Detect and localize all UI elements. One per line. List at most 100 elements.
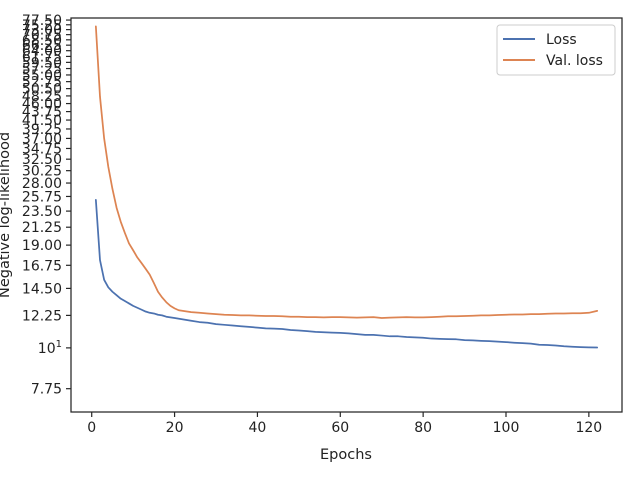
- data-point-val-loss: [480, 314, 482, 316]
- data-point-loss: [538, 344, 540, 346]
- data-point-loss: [405, 336, 407, 338]
- data-point-val-loss: [115, 207, 117, 209]
- data-point-loss: [563, 345, 565, 347]
- series-line-val-loss: [94, 25, 599, 319]
- y-tick-label: 14.50: [22, 281, 62, 297]
- data-point-loss: [356, 333, 358, 335]
- data-point-val-loss: [571, 312, 573, 314]
- data-point-loss: [231, 324, 233, 326]
- data-point-loss: [422, 337, 424, 339]
- data-point-val-loss: [107, 166, 109, 168]
- data-point-loss: [530, 342, 532, 344]
- data-point-loss: [331, 331, 333, 333]
- legend-box: [496, 24, 616, 76]
- data-point-val-loss: [149, 273, 151, 275]
- y-tick-label: 32.50: [22, 152, 62, 168]
- y-tick-label: 73.00: [22, 23, 62, 39]
- x-tick-label: 40: [249, 420, 267, 436]
- data-point-val-loss: [306, 316, 308, 318]
- data-point-val-loss: [372, 316, 374, 318]
- data-point-val-loss: [455, 315, 457, 317]
- data-point-val-loss: [364, 316, 366, 318]
- data-point-loss: [281, 328, 283, 330]
- y-tick-label: 28.00: [22, 176, 62, 192]
- data-point-val-loss: [231, 314, 233, 316]
- data-point-loss: [546, 344, 548, 346]
- data-point-loss: [472, 339, 474, 341]
- y-tick-label: 61.75: [22, 49, 62, 65]
- data-point-val-loss: [439, 316, 441, 318]
- data-point-loss: [364, 334, 366, 336]
- series-layer: [94, 25, 599, 349]
- data-point-val-loss: [472, 315, 474, 317]
- data-point-loss: [480, 340, 482, 342]
- data-point-val-loss: [497, 314, 499, 316]
- data-point-loss: [140, 308, 142, 310]
- data-point-val-loss: [95, 25, 97, 27]
- data-point-loss: [463, 339, 465, 341]
- y-tick-label: 19.00: [22, 238, 62, 254]
- data-point-loss: [99, 259, 101, 261]
- data-point-val-loss: [144, 267, 146, 269]
- data-point-val-loss: [240, 314, 242, 316]
- data-point-loss: [165, 316, 167, 318]
- data-point-loss: [198, 321, 200, 323]
- y-tick-label: 66.25: [22, 38, 62, 54]
- y-tick-label: 21.25: [22, 220, 62, 236]
- y-tick-label: 30.25: [22, 164, 62, 180]
- y-tick-label: 68.50: [22, 33, 62, 49]
- data-point-loss: [439, 338, 441, 340]
- x-tick-label: 60: [331, 420, 349, 436]
- y-tick-label: 70.75: [22, 28, 62, 44]
- data-point-loss: [103, 279, 105, 281]
- data-point-val-loss: [422, 316, 424, 318]
- data-point-loss: [323, 331, 325, 333]
- data-point-val-loss: [331, 316, 333, 318]
- data-point-val-loss: [198, 312, 200, 314]
- data-point-loss: [132, 305, 134, 307]
- data-point-loss: [265, 327, 267, 329]
- y-tick-label: 50.50: [22, 82, 62, 98]
- data-point-val-loss: [323, 316, 325, 318]
- data-point-val-loss: [186, 310, 188, 312]
- data-point-loss: [190, 320, 192, 322]
- data-point-val-loss: [530, 313, 532, 315]
- data-point-loss: [115, 294, 117, 296]
- data-point-loss: [149, 312, 151, 314]
- x-tick-label: 120: [575, 420, 602, 436]
- y-tick-label: 52.75: [22, 75, 62, 91]
- data-point-loss: [521, 342, 523, 344]
- y-tick-label: 37.00: [22, 131, 62, 147]
- data-point-loss: [256, 326, 258, 328]
- data-point-val-loss: [596, 310, 598, 312]
- x-axis-title: Epochs: [320, 447, 372, 463]
- data-point-loss: [571, 346, 573, 348]
- data-point-loss: [372, 334, 374, 336]
- data-point-val-loss: [248, 314, 250, 316]
- legend-label-val-loss: Val. loss: [546, 53, 603, 69]
- data-point-loss: [347, 332, 349, 334]
- data-point-loss: [381, 334, 383, 336]
- data-point-val-loss: [173, 307, 175, 309]
- y-tick-label: 77.50: [22, 13, 62, 29]
- data-point-val-loss: [579, 312, 581, 314]
- data-point-loss: [579, 346, 581, 348]
- legend: Loss Val. loss: [496, 24, 616, 76]
- plot-frame: [70, 17, 623, 413]
- y-tick-label: 64.00: [22, 44, 62, 60]
- data-point-loss: [455, 338, 457, 340]
- data-point-val-loss: [178, 309, 180, 311]
- data-point-val-loss: [111, 188, 113, 190]
- data-point-val-loss: [463, 315, 465, 317]
- y-tick-label: 7.75: [31, 382, 62, 398]
- legend-label-loss: Loss: [546, 32, 577, 48]
- data-point-val-loss: [215, 313, 217, 315]
- data-point-loss: [157, 314, 159, 316]
- data-point-loss: [136, 307, 138, 309]
- data-point-loss: [182, 318, 184, 320]
- data-point-val-loss: [165, 301, 167, 303]
- y-tick-label: 55.00: [22, 68, 62, 84]
- data-point-val-loss: [356, 316, 358, 318]
